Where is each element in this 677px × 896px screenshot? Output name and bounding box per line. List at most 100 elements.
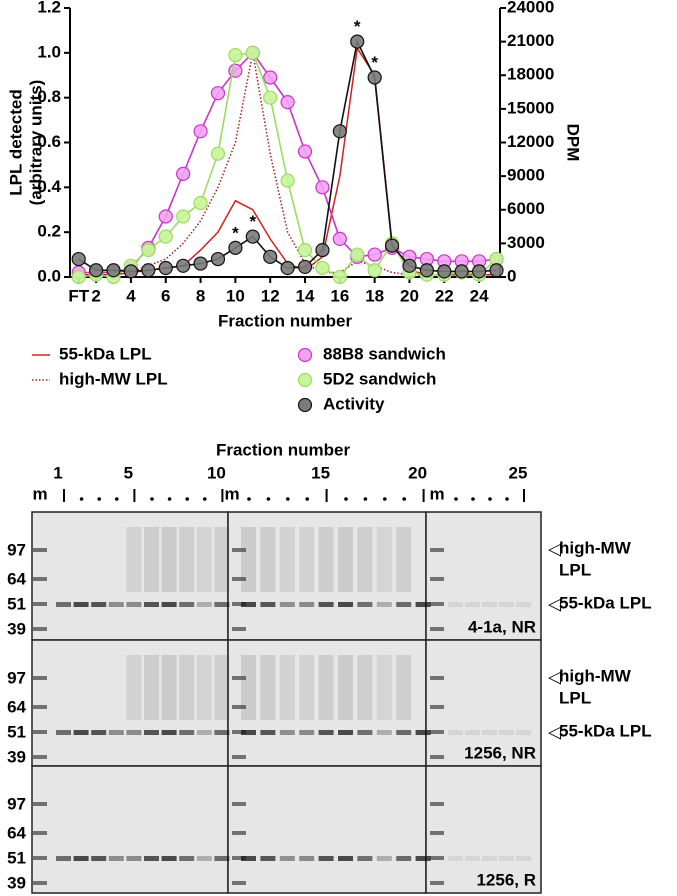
- lane-dot: [305, 497, 310, 501]
- lpl-band: [448, 856, 463, 861]
- ladder-band: [232, 802, 246, 806]
- data-point: [71, 251, 86, 267]
- lpl-band: [179, 730, 195, 735]
- ladder-band: [232, 548, 246, 552]
- lpl-band: [396, 602, 412, 607]
- band-label: 55-kDa LPL: [559, 593, 652, 612]
- lane-dot: [150, 497, 154, 501]
- blot-panel: [425, 511, 542, 641]
- ladder-band: [33, 730, 47, 734]
- data-point: [228, 240, 243, 255]
- lpl-band: [482, 730, 497, 735]
- smear: [126, 527, 142, 592]
- data-point: [297, 243, 313, 258]
- smear: [179, 527, 195, 592]
- lpl-band: [179, 602, 195, 607]
- data-point: [472, 264, 487, 279]
- lane-dot: [363, 497, 368, 501]
- smear: [161, 527, 177, 592]
- data-point: [437, 264, 452, 279]
- lane-number: 5: [124, 463, 133, 482]
- lpl-band: [376, 730, 392, 735]
- y-axis-title: (arbitrary units): [26, 80, 45, 206]
- lane-dot: [286, 497, 290, 501]
- lpl-band: [415, 602, 431, 607]
- lpl-band: [214, 730, 230, 735]
- blot-panel: [425, 639, 542, 767]
- ladder-band: [33, 755, 47, 759]
- ladder-band: [430, 730, 444, 734]
- lpl-band: [465, 602, 480, 607]
- x-tick-label: 16: [330, 286, 349, 305]
- y2-tick-label: 3000: [507, 233, 545, 252]
- data-point: [315, 180, 330, 195]
- ladder-band: [232, 577, 246, 581]
- lpl-band: [126, 856, 142, 861]
- mw-label: 51: [7, 722, 26, 741]
- smear: [357, 655, 373, 720]
- smear: [299, 655, 315, 720]
- ladder-band: [232, 881, 246, 885]
- smear: [357, 527, 373, 592]
- y-tick-label: 0.0: [37, 266, 61, 285]
- smear: [338, 655, 353, 720]
- data-point: [280, 260, 295, 276]
- data-point: [263, 90, 278, 105]
- arrow: ◁: [548, 539, 562, 558]
- lpl-band: [161, 602, 177, 607]
- lane-number: 10: [207, 463, 226, 482]
- data-point: [315, 260, 330, 276]
- lpl-band: [415, 856, 431, 861]
- arrow: ◁: [548, 722, 562, 741]
- lpl-band: [91, 856, 107, 861]
- smear: [260, 527, 276, 592]
- ladder-band: [430, 676, 444, 680]
- lpl-band: [108, 602, 124, 607]
- lpl-band: [338, 602, 353, 607]
- ladder-band: [33, 577, 47, 581]
- smear: [241, 527, 256, 592]
- lane-dot: [488, 497, 492, 501]
- ladder-band: [430, 831, 444, 835]
- lpl-band: [396, 856, 412, 861]
- x-tick-label: 6: [161, 286, 170, 305]
- smear: [144, 527, 159, 592]
- data-point: [332, 231, 347, 246]
- lpl-band: [357, 856, 373, 861]
- lpl-band: [91, 730, 107, 735]
- smear: [338, 527, 353, 592]
- mw-label: 64: [7, 697, 26, 716]
- lpl-band: [196, 730, 212, 735]
- data-point: [367, 263, 382, 278]
- lpl-band: [161, 730, 177, 735]
- mw-label: 51: [7, 594, 26, 613]
- lane-number: 20: [408, 463, 427, 482]
- data-point: [176, 258, 191, 273]
- lpl-band: [279, 730, 295, 735]
- lane-number: 1: [53, 463, 62, 482]
- lpl-band: [318, 602, 334, 607]
- smear: [196, 655, 212, 720]
- smear: [279, 527, 295, 592]
- x-tick-label: 2: [91, 286, 100, 305]
- blot-title: Fraction number: [216, 440, 351, 459]
- ladder-band: [232, 627, 246, 631]
- band-label: high-MW: [559, 666, 632, 685]
- smear: [179, 655, 195, 720]
- y-tick-label: 0.8: [37, 87, 61, 106]
- marker-lane-label: m: [32, 484, 47, 503]
- y-tick-label: 0.4: [37, 177, 61, 196]
- legend-symbol: [297, 372, 313, 388]
- annotation: *: [232, 223, 239, 242]
- y2-tick-label: 0: [507, 266, 516, 285]
- data-point: [141, 263, 156, 278]
- blot-panel: [31, 511, 229, 641]
- ladder-band: [33, 676, 47, 680]
- annotation: *: [249, 212, 256, 231]
- lpl-band: [73, 602, 89, 607]
- mw-label: 64: [7, 569, 26, 588]
- x-tick-label: 12: [261, 286, 280, 305]
- x-tick-label: 8: [196, 286, 205, 305]
- lpl-band: [144, 602, 159, 607]
